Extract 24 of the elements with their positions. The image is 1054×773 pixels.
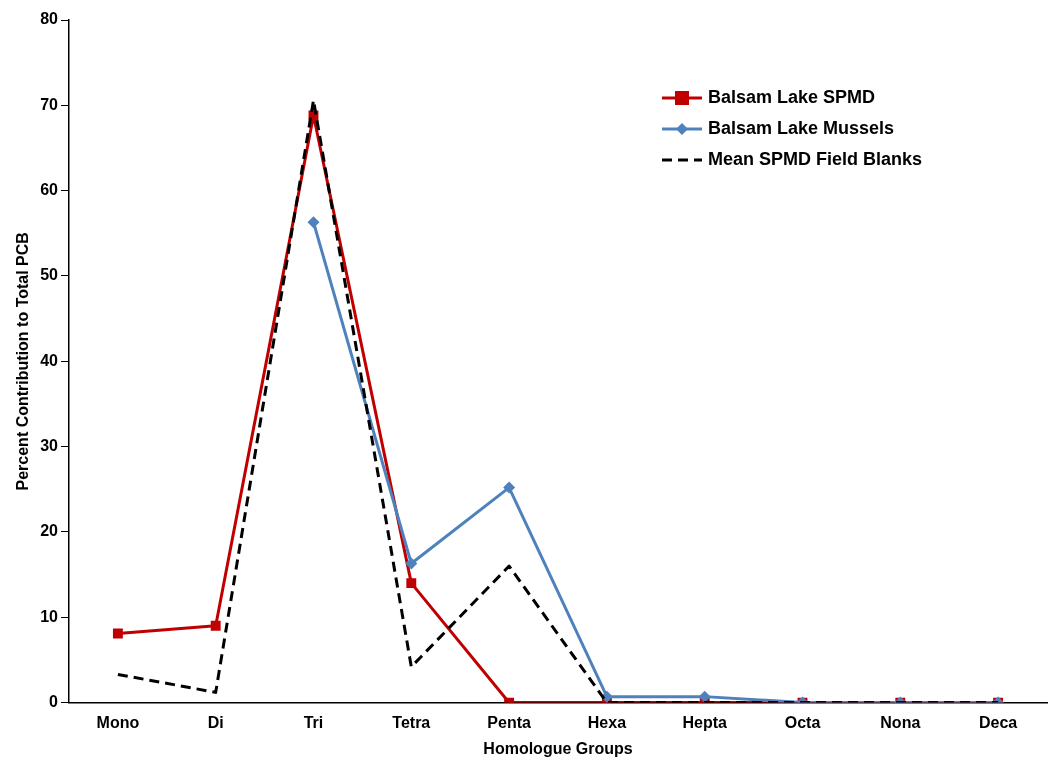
- y-tick-label: 70: [40, 95, 59, 113]
- y-tick-label: 40: [40, 351, 59, 369]
- legend-label: Balsam Lake SPMD: [708, 86, 876, 107]
- y-tick-label: 80: [40, 10, 59, 28]
- legend-label: Balsam Lake Mussels: [708, 117, 895, 138]
- x-tick-label: Hepta: [682, 713, 728, 731]
- x-tick-label: Deca: [978, 713, 1018, 731]
- x-tick-label: Tri: [303, 713, 324, 731]
- legend-label: Mean SPMD Field Blanks: [708, 148, 923, 169]
- x-tick-label: Tetra: [392, 713, 431, 731]
- y-tick-label: 20: [40, 522, 59, 540]
- y-tick-label: 30: [40, 437, 59, 455]
- y-tick-label: 60: [40, 181, 59, 199]
- y-axis-title: Percent Contribution to Total PCB: [14, 232, 32, 491]
- y-tick-label: 10: [40, 607, 59, 625]
- x-tick-label: Mono: [96, 713, 140, 731]
- x-tick-label: Hexa: [587, 713, 627, 731]
- x-tick-label: Nona: [880, 713, 921, 731]
- y-tick-label: 50: [40, 266, 59, 284]
- x-tick-label: Di: [207, 713, 224, 731]
- x-tick-label: Octa: [784, 713, 821, 731]
- x-tick-label: Penta: [487, 713, 531, 731]
- x-axis-title: Homologue Groups: [483, 739, 633, 757]
- y-tick-label: 0: [49, 693, 59, 711]
